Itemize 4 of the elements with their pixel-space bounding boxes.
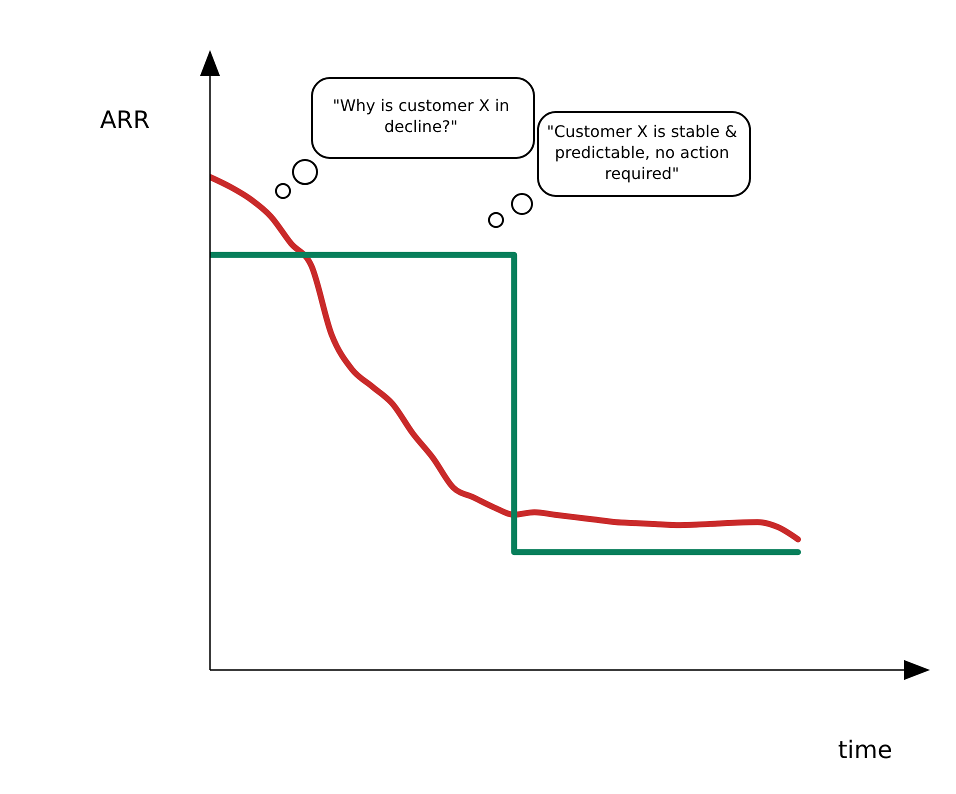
x-axis-title: time: [838, 736, 892, 764]
text: "Why is customer X in decline?": [332, 95, 510, 138]
annotation: "Customer X is stable & predictable, no action required": [546, 120, 738, 184]
y-axis-title: ARR: [100, 106, 150, 134]
